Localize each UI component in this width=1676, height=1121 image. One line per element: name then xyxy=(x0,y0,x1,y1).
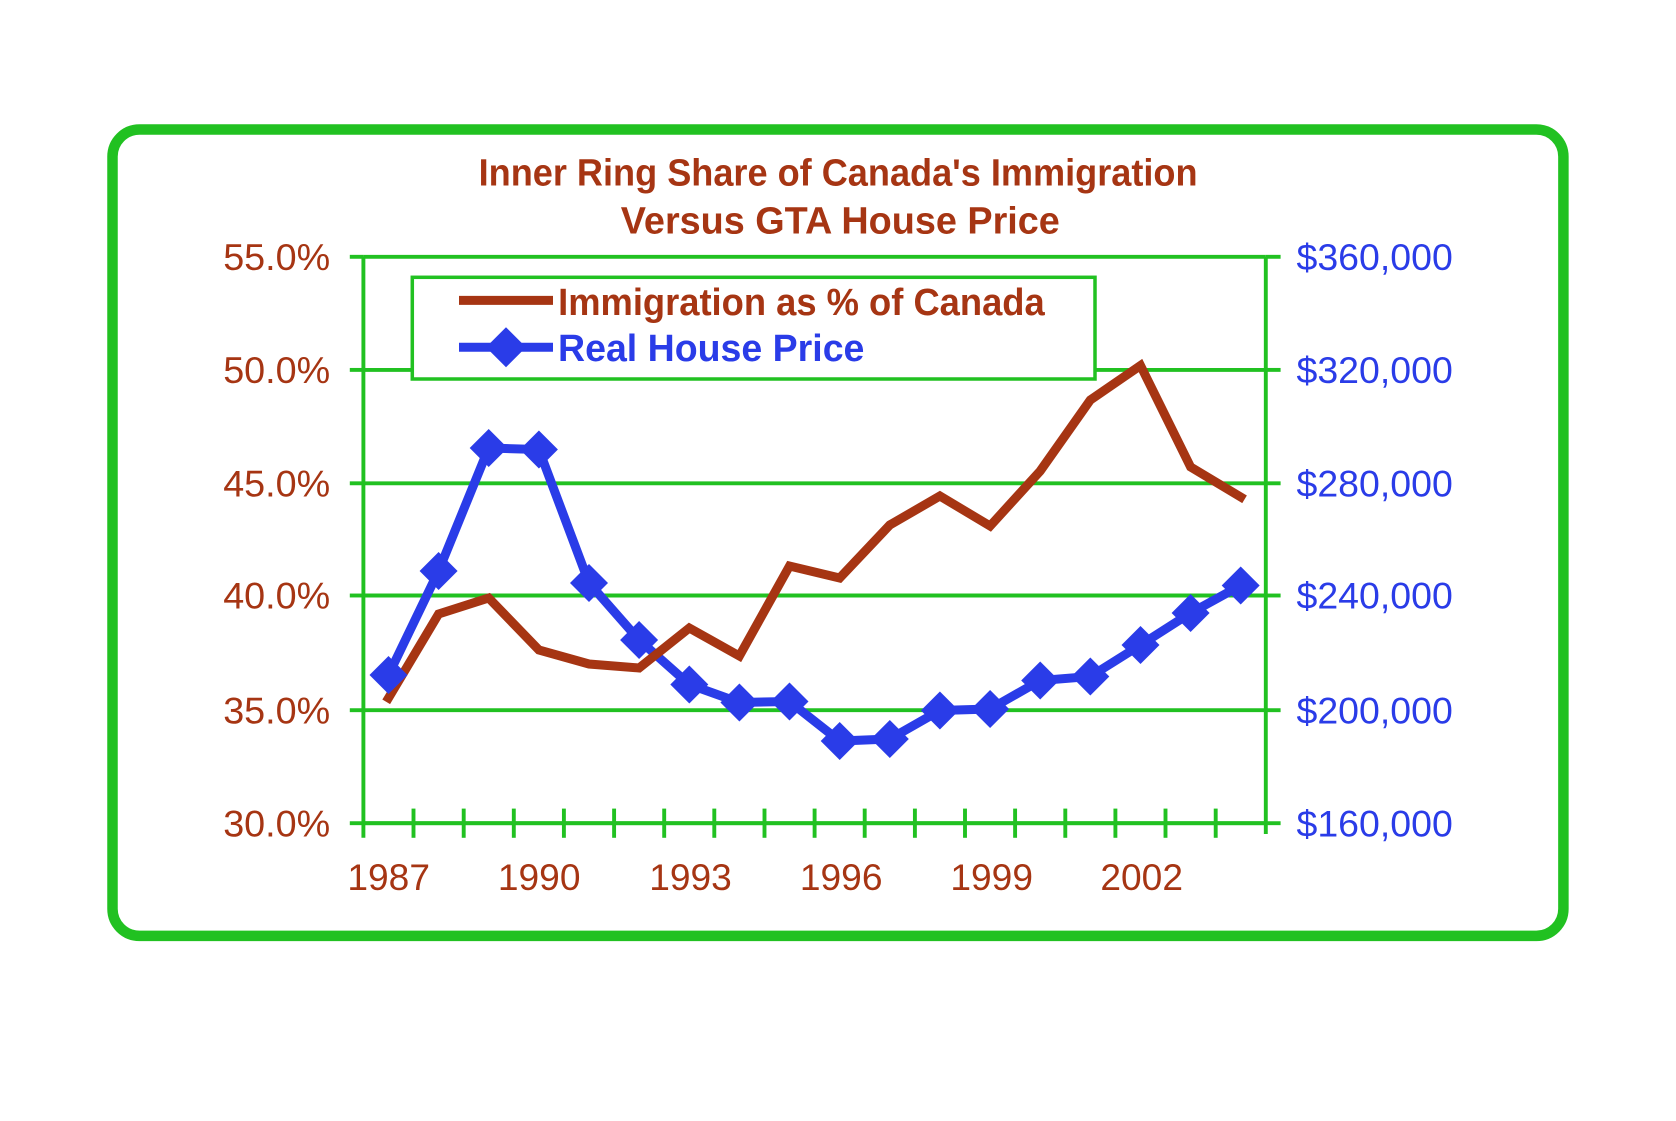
svg-text:1993: 1993 xyxy=(649,856,732,898)
svg-text:$320,000: $320,000 xyxy=(1297,349,1453,391)
svg-text:1996: 1996 xyxy=(800,856,883,898)
svg-text:35.0%: 35.0% xyxy=(223,690,330,732)
svg-text:45.0%: 45.0% xyxy=(223,463,330,505)
svg-text:1990: 1990 xyxy=(498,856,581,898)
svg-text:$280,000: $280,000 xyxy=(1297,463,1453,505)
svg-text:1999: 1999 xyxy=(950,856,1033,898)
svg-text:30.0%: 30.0% xyxy=(223,803,330,845)
svg-text:55.0%: 55.0% xyxy=(223,236,330,278)
svg-text:1987: 1987 xyxy=(347,856,430,898)
svg-text:2002: 2002 xyxy=(1100,856,1183,898)
svg-text:50.0%: 50.0% xyxy=(223,349,330,391)
svg-text:Inner Ring Share of Canada's I: Inner Ring Share of Canada's Immigration xyxy=(479,151,1198,194)
svg-text:Immigration as % of Canada: Immigration as % of Canada xyxy=(558,280,1045,323)
svg-text:$200,000: $200,000 xyxy=(1297,690,1453,732)
svg-text:40.0%: 40.0% xyxy=(223,575,330,617)
svg-text:$160,000: $160,000 xyxy=(1297,803,1453,845)
svg-text:$240,000: $240,000 xyxy=(1297,575,1453,617)
svg-text:Versus GTA House Price: Versus GTA House Price xyxy=(621,200,1060,242)
svg-text:Real House Price: Real House Price xyxy=(558,327,864,369)
svg-text:$360,000: $360,000 xyxy=(1297,236,1453,278)
